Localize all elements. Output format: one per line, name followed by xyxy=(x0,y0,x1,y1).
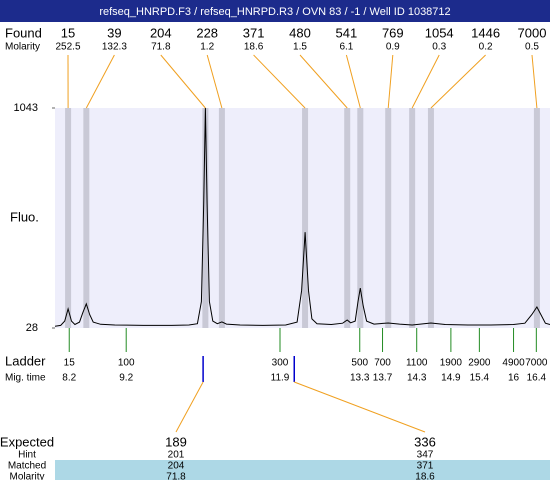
ladder-size: 2900 xyxy=(468,358,491,369)
ladder-mig-time: 15.4 xyxy=(470,373,490,384)
found-size: 39 xyxy=(107,25,121,40)
ladder-mig-time: 16 xyxy=(508,373,520,384)
peak-band xyxy=(83,108,90,328)
found-molarity: 71.8 xyxy=(151,42,171,53)
found-molarity: 132.3 xyxy=(102,42,127,53)
found-molarity: 6.1 xyxy=(339,42,353,53)
found-molarity: 252.5 xyxy=(55,42,80,53)
ladder-size: 700 xyxy=(374,358,391,369)
found-size: 769 xyxy=(382,25,404,40)
peak-band xyxy=(218,108,225,328)
ladder-size: 1900 xyxy=(440,358,463,369)
matched-rows-bg xyxy=(55,460,550,480)
ladder-mig-time: 11.9 xyxy=(271,373,290,384)
peak-band xyxy=(533,108,540,328)
peak-connector xyxy=(531,54,538,109)
ladder-label: Ladder xyxy=(5,353,46,368)
found-size: 7000 xyxy=(518,25,547,40)
found-molarity: 1.5 xyxy=(293,42,307,53)
matched-size: 204 xyxy=(168,461,185,472)
ladder-size: 100 xyxy=(118,358,135,369)
ladder-mig-time: 14.9 xyxy=(441,373,461,384)
title: refseq_HNRPD.F3 / refseq_HNRPD.R3 / OVN … xyxy=(99,6,450,18)
found-molarity: 0.9 xyxy=(386,42,400,53)
found-size: 371 xyxy=(243,25,265,40)
ladder-size: 300 xyxy=(272,358,289,369)
ladder-size: 500 xyxy=(351,358,368,369)
peak-band xyxy=(202,108,209,328)
peak-connector xyxy=(345,54,361,109)
found-size: 204 xyxy=(150,25,172,40)
peak-band xyxy=(409,108,416,328)
peak-connector xyxy=(160,54,206,109)
matched-size: 371 xyxy=(417,461,434,472)
ladder-mig-time: 9.2 xyxy=(119,373,133,384)
peak-connector xyxy=(253,54,306,109)
y-tick-label: 1043 xyxy=(14,102,38,114)
expected-row-label: Matched xyxy=(8,461,46,472)
found-size: 480 xyxy=(289,25,311,40)
found-label: Found xyxy=(5,25,42,40)
peak-band xyxy=(65,108,72,328)
ladder-size: 7000 xyxy=(525,358,548,369)
title-bar xyxy=(0,0,550,22)
y-axis-label: Fluo. xyxy=(10,209,39,224)
ladder-size: 4900 xyxy=(502,358,525,369)
mig-time-label: Mig. time xyxy=(5,373,46,384)
found-size: 541 xyxy=(336,25,358,40)
expected-row-label: Molarity xyxy=(9,472,44,480)
hint-size: 201 xyxy=(168,450,185,461)
peak-connector xyxy=(411,54,440,109)
expected-connector xyxy=(294,381,426,433)
found-molarity: 0.2 xyxy=(479,42,493,53)
hint-size: 347 xyxy=(417,450,434,461)
peak-connector xyxy=(430,54,486,109)
peak-band xyxy=(427,108,434,328)
expected-size: 336 xyxy=(414,434,436,449)
peak-band xyxy=(344,108,351,328)
peak-band xyxy=(357,108,364,328)
ladder-mig-time: 13.7 xyxy=(373,373,393,384)
ladder-size: 15 xyxy=(64,358,76,369)
found-size: 228 xyxy=(196,25,218,40)
expected-size: 189 xyxy=(165,434,187,449)
expected-row-label: Hint xyxy=(18,450,36,461)
found-molarity: 0.5 xyxy=(525,42,539,53)
y-tick-label: 28 xyxy=(26,322,38,334)
peak-connector xyxy=(85,54,115,109)
expected-connector xyxy=(175,381,204,433)
peak-connector xyxy=(299,54,348,109)
found-molarity: 1.2 xyxy=(200,42,214,53)
found-size: 1054 xyxy=(425,25,454,40)
peak-band xyxy=(302,108,309,328)
ladder-mig-time: 14.3 xyxy=(407,373,427,384)
matched-molarity: 71.8 xyxy=(166,472,186,480)
found-size: 15 xyxy=(61,25,75,40)
peak-band xyxy=(385,108,392,328)
found-size: 1446 xyxy=(471,25,500,40)
ladder-mig-time: 13.3 xyxy=(350,373,370,384)
found-molarity: 18.6 xyxy=(244,42,264,53)
ladder-mig-time: 16.4 xyxy=(527,373,547,384)
peak-connector xyxy=(206,54,223,109)
matched-molarity: 18.6 xyxy=(415,472,435,480)
trace xyxy=(54,107,550,327)
expected-row-label: Expected xyxy=(0,434,54,449)
found-molarity: 0.3 xyxy=(432,42,446,53)
ladder-mig-time: 8.2 xyxy=(62,373,76,384)
peak-connector xyxy=(387,54,394,109)
molarity-label: Molarity xyxy=(5,42,40,53)
chart-layer: 28104315252.539132.320471.82281.237118.6… xyxy=(0,25,550,480)
ladder-size: 1100 xyxy=(406,358,428,369)
